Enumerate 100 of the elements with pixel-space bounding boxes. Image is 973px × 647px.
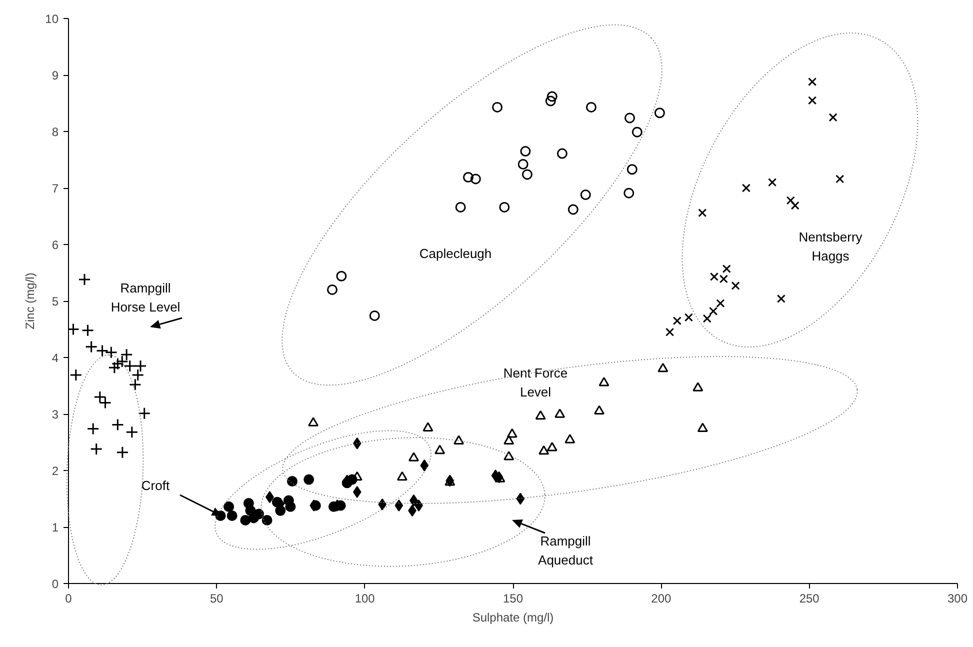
series-label: Nent Force Level xyxy=(503,366,568,400)
point xyxy=(85,340,98,354)
point xyxy=(506,428,518,438)
point xyxy=(352,486,362,498)
point xyxy=(262,514,272,526)
point xyxy=(224,501,234,512)
point xyxy=(128,378,142,391)
point xyxy=(790,201,800,210)
point xyxy=(518,159,528,170)
point xyxy=(285,501,296,512)
point xyxy=(716,298,725,308)
point xyxy=(134,360,147,372)
point xyxy=(369,310,380,321)
point xyxy=(538,445,550,455)
y-axis-title: Zinc (mg/l) xyxy=(23,272,38,330)
point xyxy=(698,208,707,218)
x-tick-label: 150 xyxy=(502,592,524,606)
y-tick-label: 10 xyxy=(45,12,59,26)
point xyxy=(82,324,94,337)
point xyxy=(226,510,238,521)
point xyxy=(326,284,338,295)
point xyxy=(420,459,429,472)
y-tick-label: 3 xyxy=(52,408,59,422)
legend-label: Rampgill Aqueduct xyxy=(538,534,594,568)
point xyxy=(310,500,321,511)
point xyxy=(808,96,817,105)
point xyxy=(554,408,566,418)
point xyxy=(624,188,634,198)
x-tick-label: 300 xyxy=(947,592,968,606)
point xyxy=(308,417,319,426)
point xyxy=(94,390,106,404)
x-tick-label: 200 xyxy=(651,592,672,606)
point xyxy=(580,190,591,200)
point xyxy=(564,434,576,444)
point xyxy=(336,270,347,282)
point xyxy=(240,514,251,526)
point xyxy=(658,362,668,372)
y-tick-label: 5 xyxy=(52,294,59,308)
y-tick-label: 0 xyxy=(52,577,59,591)
point xyxy=(546,91,558,102)
point xyxy=(116,446,129,459)
point xyxy=(352,437,362,450)
point xyxy=(742,184,750,192)
x-tick-label: 250 xyxy=(799,592,820,606)
x-axis-title: Sulphate (mg/l) xyxy=(472,610,554,624)
y-tick-label: 8 xyxy=(52,125,59,139)
series-label: Nentsberry Haggs xyxy=(798,230,863,264)
point xyxy=(111,418,124,431)
point xyxy=(434,444,446,454)
point xyxy=(499,202,510,212)
point xyxy=(731,281,740,290)
point xyxy=(272,496,282,508)
point xyxy=(520,146,531,157)
x-tick-label: 50 xyxy=(210,592,224,606)
point xyxy=(138,407,151,420)
text: Croft xyxy=(141,478,170,493)
point xyxy=(697,422,708,432)
point xyxy=(516,492,525,505)
point xyxy=(594,405,604,415)
point xyxy=(126,426,138,438)
point xyxy=(626,164,638,175)
text: Caplecleugh xyxy=(419,246,492,261)
point xyxy=(776,294,786,304)
point xyxy=(545,96,556,106)
y-tick-label: 4 xyxy=(52,351,59,365)
point xyxy=(504,435,514,444)
point xyxy=(768,178,777,187)
point xyxy=(586,102,596,112)
point xyxy=(492,102,503,112)
point xyxy=(808,77,817,86)
y-tick-label: 9 xyxy=(52,68,59,82)
point xyxy=(654,108,665,118)
y-tick-label: 2 xyxy=(52,464,59,478)
series-label: Rampgill Horse Level xyxy=(110,280,180,314)
y-tick-label: 6 xyxy=(52,238,59,252)
point xyxy=(70,368,82,382)
point xyxy=(132,368,144,382)
point xyxy=(522,169,532,180)
point xyxy=(346,474,358,485)
point xyxy=(98,396,112,409)
point xyxy=(624,112,636,124)
point xyxy=(470,174,481,184)
point xyxy=(78,273,91,286)
point xyxy=(275,505,286,516)
point xyxy=(463,172,474,183)
point xyxy=(665,328,674,336)
x-tick-label: 100 xyxy=(354,592,376,606)
y-tick-label: 7 xyxy=(52,182,59,196)
point xyxy=(556,148,568,159)
point xyxy=(828,113,838,122)
point xyxy=(546,442,558,452)
point xyxy=(672,316,682,326)
y-tick-label: 1 xyxy=(52,520,59,534)
point xyxy=(394,500,404,512)
point xyxy=(568,204,578,215)
point xyxy=(709,306,718,316)
point xyxy=(692,382,704,392)
point xyxy=(454,435,464,444)
x-tick-label: 0 xyxy=(65,592,72,606)
point xyxy=(104,346,118,359)
